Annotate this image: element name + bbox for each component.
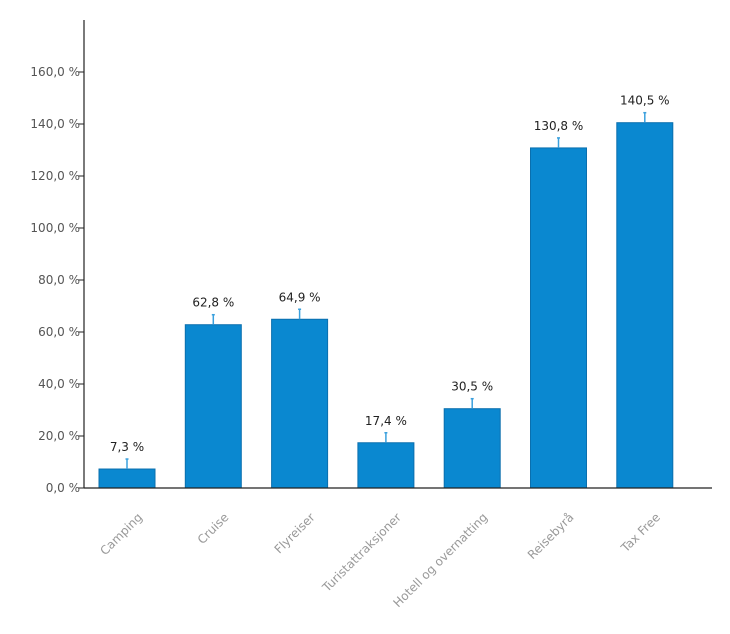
x-tick-label: Turistattraksjoner — [319, 510, 404, 595]
x-tick-label: Tax Free — [618, 510, 663, 555]
data-label: 62,8 % — [192, 296, 234, 310]
data-label: 130,8 % — [534, 119, 584, 133]
y-tick-label: 60,0 % — [38, 325, 80, 339]
bar — [530, 147, 587, 489]
y-tick-label: 160,0 % — [30, 65, 80, 79]
bar — [184, 324, 242, 489]
bar — [271, 318, 329, 489]
y-tick-label: 40,0 % — [38, 377, 80, 391]
bars: 7,3 % 62,8 % 64,9 % 17,4 % 30,5 % 130,8 % 140,… — [98, 94, 674, 489]
y-tick-label: 100,0 % — [30, 221, 80, 235]
y-axis: 0,0 % 20,0 % 40,0 % 60,0 % 80,0 % 100,0 % 120,… — [30, 20, 85, 495]
x-axis: Camping Cruise Flyreiser Turistattraksjoner… — [84, 487, 712, 610]
bar — [616, 122, 674, 489]
data-label: 7,3 % — [110, 440, 144, 454]
data-label: 140,5 % — [620, 94, 670, 108]
y-tick-label: 80,0 % — [38, 273, 80, 287]
y-tick-label: 140,0 % — [30, 117, 80, 131]
x-tick-label: Cruise — [195, 510, 232, 547]
x-tick-label: Reisebyrå — [525, 510, 577, 562]
bar — [443, 408, 501, 489]
y-tick-label: 20,0 % — [38, 429, 80, 443]
y-tick-label: 120,0 % — [30, 169, 80, 183]
y-tick-label: 0,0 % — [46, 481, 80, 495]
bar — [98, 468, 156, 489]
x-tick-label: Flyreiser — [272, 510, 318, 556]
data-label: 17,4 % — [365, 414, 407, 428]
x-tick-label: Hotell og overnatting — [390, 510, 490, 610]
bar — [357, 442, 415, 489]
x-tick-label: Camping — [97, 510, 145, 558]
data-label: 30,5 % — [451, 380, 493, 394]
data-label: 64,9 % — [279, 290, 321, 304]
